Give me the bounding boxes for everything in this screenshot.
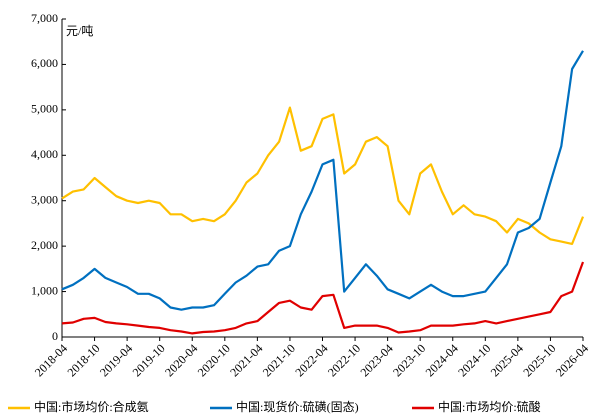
y-tick-label: 3,000 [31,192,58,206]
y-tick-label: 4,000 [31,147,58,161]
legend-label: 中国:市场均价:硫酸 [438,399,541,414]
x-tick-label: 2025-04 [488,341,526,379]
x-tick-label: 2021-04 [227,341,265,379]
x-tick-label: 2024-04 [423,341,461,379]
x-tick-label: 2018-10 [64,341,102,379]
x-tick-label: 2021-10 [260,341,298,379]
x-tick-label: 2020-04 [162,341,200,379]
unit-label: 元/吨 [66,24,93,38]
x-tick-label: 2024-10 [455,341,493,379]
y-tick-label: 0 [52,329,58,343]
legend-label: 中国:市场均价:合成氨 [34,399,149,414]
y-tick-label: 5,000 [31,102,58,116]
series-line [61,50,584,311]
y-tick-label: 1,000 [31,283,58,297]
y-tick-label: 7,000 [31,11,58,25]
x-tick-label: 2020-10 [195,341,233,379]
series-line [61,261,585,335]
x-tick-label: 2019-04 [97,341,135,379]
series-line [61,106,585,245]
x-tick-label: 2018-04 [32,341,70,379]
x-tick-label: 2019-10 [130,341,168,379]
x-tick-label: 2023-04 [358,341,396,379]
legend-label: 中国:现货价:硫磺(固态) [236,399,359,414]
x-tick-label: 2023-10 [390,341,428,379]
x-tick-label: 2026-04 [553,341,591,379]
y-tick-label: 2,000 [31,238,58,252]
y-tick-label: 6,000 [31,56,58,70]
x-tick-label: 2025-10 [520,341,558,379]
x-tick-label: 2022-04 [292,341,330,379]
x-tick-label: 2022-10 [325,341,363,379]
